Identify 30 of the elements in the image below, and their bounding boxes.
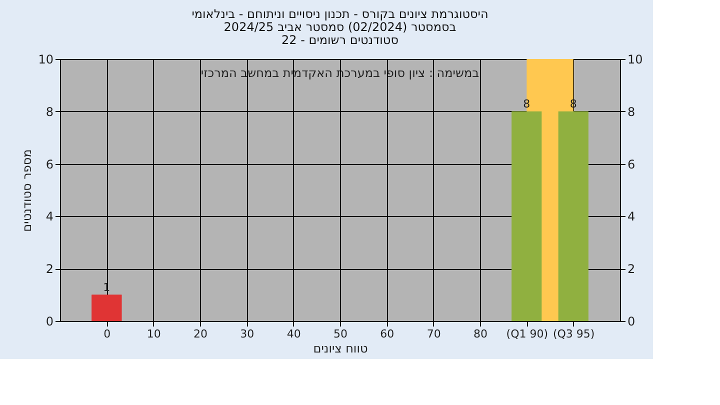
y-axis-title: מספר סטודנטים	[20, 149, 34, 232]
x-tick-label: 60	[380, 328, 394, 340]
text: היסטוגרמת ציונים בקורס - תכנון ניסויים וניתוחם - בינלאומי	[192, 7, 488, 21]
y-tick-label: 2	[46, 262, 54, 276]
data-label: 8	[570, 97, 577, 110]
y2-tick-label: 10	[628, 52, 643, 66]
text: בסמסטר (02/2024) סמסטר אביב 2024/25	[224, 20, 456, 34]
x-tick-label: 20	[194, 328, 208, 340]
y-tick-label: 10	[38, 52, 54, 66]
y2-tick-label: 2	[628, 262, 636, 276]
x-tick-label: 0	[104, 328, 111, 340]
x-tick-label: (Q1 90)	[506, 328, 548, 340]
y-tick-label: 4	[46, 210, 54, 224]
y2-tick-label: 0	[628, 314, 636, 328]
y-tick-label: 0	[46, 314, 54, 328]
y-tick-label: 6	[46, 157, 54, 172]
x-axis-title: טווח ציונים	[313, 342, 368, 356]
x-tick-label: 50	[334, 328, 348, 340]
x-tick-label: 10	[146, 328, 161, 340]
data-label: 8	[523, 97, 530, 110]
y-tick-label: 8	[46, 104, 54, 119]
text: סטודנטים רשומים - 22	[281, 33, 399, 47]
y2-tick-label: 8	[628, 104, 636, 119]
x-tick-label: 70	[426, 328, 441, 340]
x-tick-label: 80	[474, 328, 488, 340]
x-tick-label: 40	[286, 328, 301, 340]
x-tick-label: 30	[240, 328, 254, 340]
x-tick-label: (Q3 95)	[552, 328, 595, 340]
y2-tick-label: 6	[628, 157, 636, 172]
y2-tick-label: 4	[628, 210, 636, 224]
